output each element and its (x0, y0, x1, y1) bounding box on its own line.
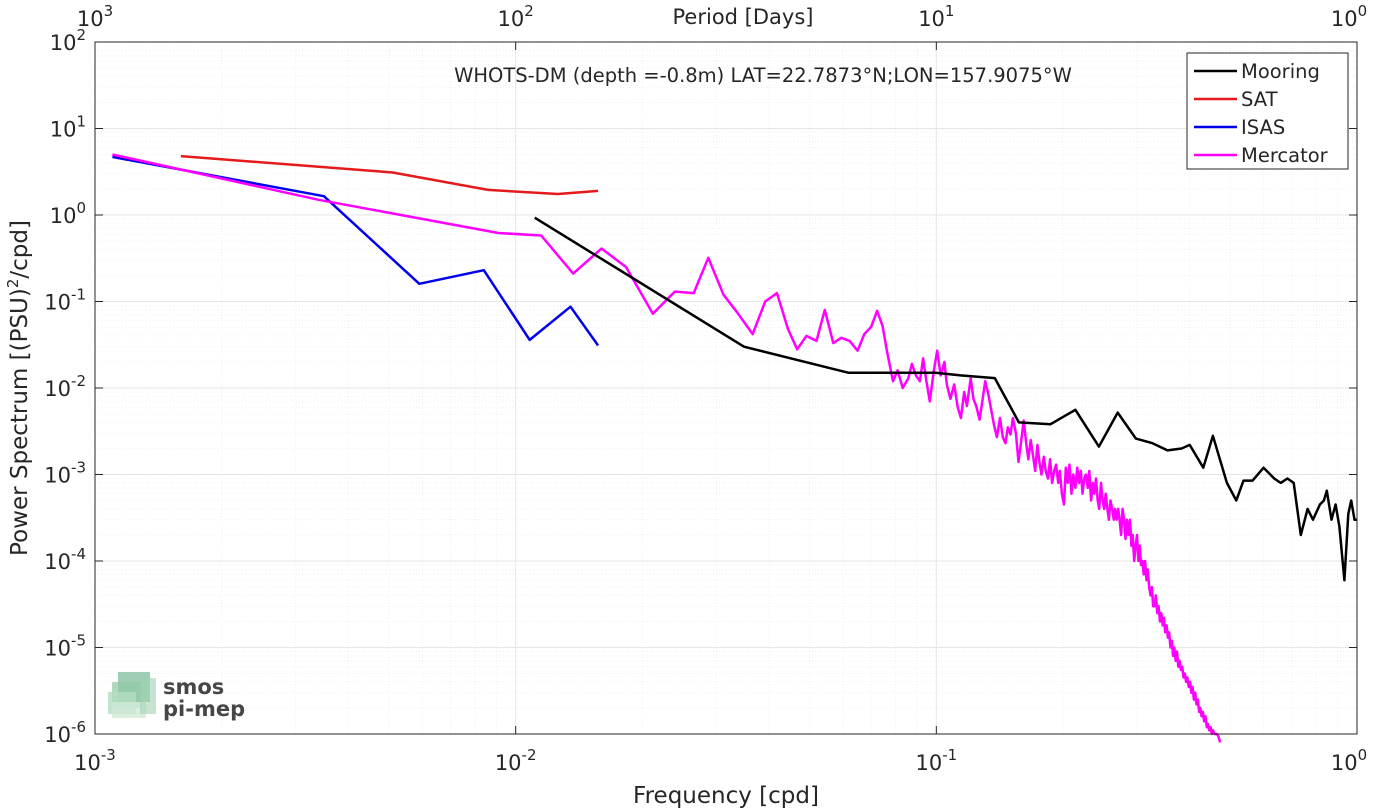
y-tick-label: 10-3 (44, 459, 86, 488)
y-tick-label: 102 (50, 26, 86, 55)
x-tick-label: 10-2 (495, 746, 537, 775)
logo-text-smos: smos (163, 675, 224, 699)
legend: Mooring SAT ISAS Mercator (1186, 52, 1349, 170)
top-tick-label: 101 (918, 2, 954, 31)
y-tick-label: 10-2 (44, 372, 86, 401)
chart-title: WHOTS-DM (depth =-0.8m) LAT=22.7873°N;LO… (454, 64, 1072, 87)
y-tick-label: 10-6 (44, 718, 86, 747)
x-tick-label: 10-3 (74, 746, 116, 775)
series-line-sat (180, 154, 599, 196)
y-axis-label-main: Power Spectrum [(PSU) (7, 288, 33, 556)
legend-label-mercator: Mercator (1241, 144, 1329, 167)
x-tick-label: 10-1 (915, 746, 957, 775)
y-axis-label: Power Spectrum [(PSU)2/cpd] (4, 220, 33, 556)
y-axis-label-sup: 2 (4, 279, 22, 289)
x-axis-label: Frequency [cpd] (633, 783, 819, 809)
series-line-isas (112, 155, 600, 347)
logo-mark-icon (108, 672, 156, 718)
logo-text-pi-mep: pi-mep (163, 697, 245, 721)
grid (94, 41, 1358, 735)
y-tick-label: 100 (50, 199, 86, 228)
y-tick-label: 10-4 (44, 545, 86, 574)
legend-box (1186, 52, 1349, 170)
series-line-mooring (534, 216, 1357, 582)
y-tick-label: 101 (50, 113, 86, 142)
axis-ticks (94, 41, 1358, 735)
top-tick-label: 103 (77, 2, 113, 31)
legend-label-sat: SAT (1241, 88, 1278, 111)
y-tick-label: 10-5 (44, 632, 86, 661)
top-axis-label: Period [Days] (673, 5, 814, 29)
top-tick-label: 102 (498, 2, 534, 31)
smos-pi-mep-logo: smos pi-mep (108, 672, 245, 721)
y-axis-label-end: /cpd] (7, 220, 33, 279)
top-tick-label: 100 (1331, 2, 1367, 31)
legend-label-mooring: Mooring (1241, 60, 1320, 83)
x-tick-label: 100 (1331, 746, 1367, 775)
series-line-mercator (112, 153, 1222, 743)
y-tick-label: 10-1 (44, 286, 86, 315)
legend-label-isas: ISAS (1241, 116, 1285, 139)
series-lines (112, 153, 1357, 743)
